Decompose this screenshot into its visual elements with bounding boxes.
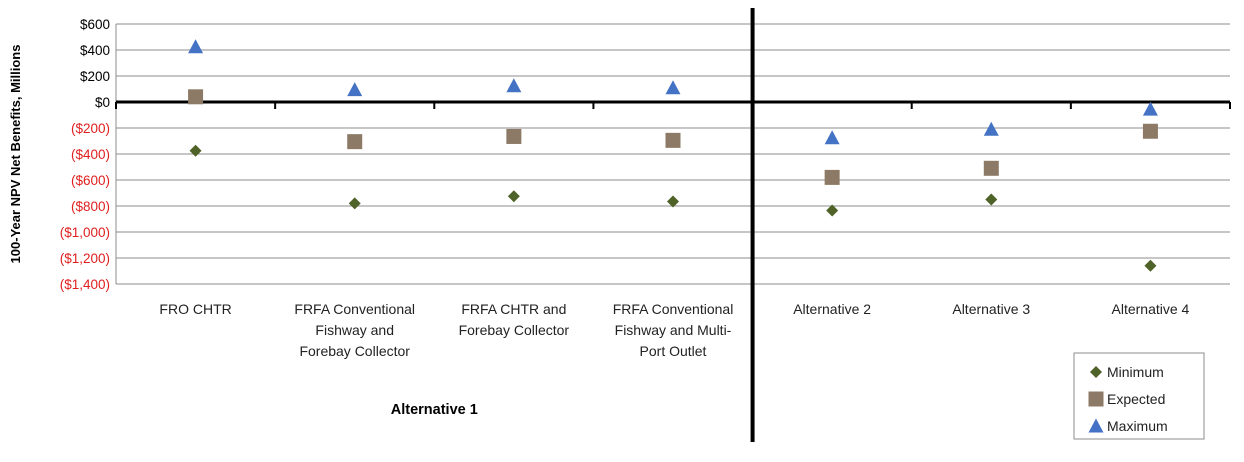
data-point-minimum	[189, 144, 202, 157]
data-point-maximum	[506, 78, 522, 93]
data-point-minimum	[667, 195, 679, 208]
x-tick-label: FRFA Conventional Fishway and Forebay Coll…	[294, 301, 415, 359]
legend-label: Maximum	[1107, 418, 1168, 434]
legend-marker-expected	[1088, 391, 1104, 407]
legend-label: Expected	[1107, 391, 1165, 407]
x-tick-label: Alternative 3	[952, 301, 1030, 317]
data-point-expected	[665, 132, 681, 148]
x-tick-label: FRFA CHTR and Forebay Collector	[459, 301, 570, 338]
y-tick-label: ($600)	[71, 173, 110, 188]
y-tick-label: ($1,400)	[60, 277, 110, 292]
data-point-expected	[506, 128, 522, 144]
y-tick-label: $0	[95, 95, 110, 110]
group-label: Alternative 1	[391, 402, 478, 418]
legend-marker-maximum	[1088, 418, 1104, 433]
data-point-minimum	[985, 193, 998, 206]
data-point-expected	[1142, 123, 1158, 139]
x-tick-label: Alternative 4	[1112, 301, 1190, 317]
y-tick-label: $200	[80, 69, 110, 84]
data-point-maximum	[824, 130, 840, 145]
y-tick-label: ($800)	[71, 199, 110, 214]
data-point-maximum	[188, 39, 204, 54]
data-point-minimum	[1144, 259, 1157, 272]
data-point-maximum	[665, 80, 681, 95]
data-point-minimum	[507, 190, 520, 203]
legend-marker-minimum	[1090, 366, 1102, 378]
data-point-maximum	[983, 121, 999, 136]
data-point-expected	[347, 134, 363, 150]
y-tick-label: $600	[80, 17, 110, 32]
x-tick-label: FRO CHTR	[159, 301, 231, 317]
x-tick-label: Alternative 2	[793, 301, 871, 317]
data-point-expected	[983, 160, 999, 176]
data-point-minimum	[348, 197, 361, 210]
data-point-minimum	[826, 204, 839, 217]
y-tick-label: ($200)	[71, 121, 110, 136]
legend-label: Minimum	[1107, 364, 1164, 380]
data-point-maximum	[347, 82, 363, 97]
y-tick-label: $400	[80, 43, 110, 58]
x-tick-label: FRFA Conventional Fishway and Multi-Port …	[613, 301, 734, 359]
y-tick-label: ($400)	[71, 147, 110, 162]
y-tick-label: ($1,000)	[60, 225, 110, 240]
y-axis-label: 100-Year NPV Net Benefits, Millions	[8, 45, 23, 264]
y-tick-label: ($1,200)	[60, 251, 110, 266]
data-point-maximum	[1142, 101, 1158, 116]
data-point-expected	[824, 169, 840, 185]
data-point-expected	[188, 89, 204, 105]
